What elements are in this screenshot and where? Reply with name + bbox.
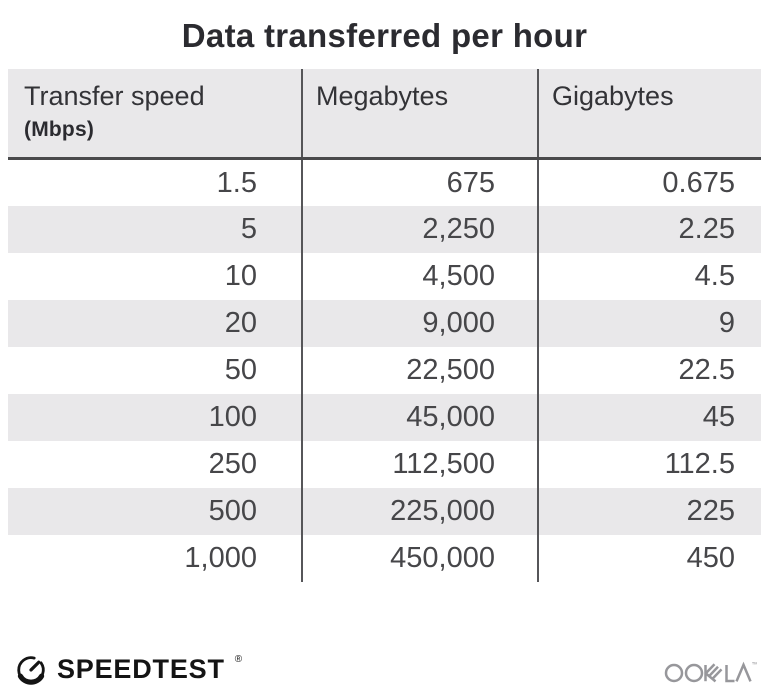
cell-gigabytes: 22.5 [537, 346, 761, 394]
table-row: 1.5 675 0.675 [8, 158, 761, 206]
footer: SPEEDTEST ® ™ [14, 650, 757, 688]
table-row: 250 112,500 112.5 [8, 440, 761, 488]
table-body: 1.5 675 0.675 5 2,250 2.25 10 4,500 4.5 20 9,000 9 5… [8, 158, 761, 582]
cell-mbps: 100 [8, 393, 302, 441]
column-header-transfer-speed-label: Transfer speed [24, 80, 205, 111]
table-row: 10 4,500 4.5 [8, 252, 761, 300]
cell-megabytes: 45,000 [301, 393, 538, 441]
cell-mbps: 1,000 [8, 534, 302, 582]
table-row: 1,000 450,000 450 [8, 534, 761, 582]
column-header-mbps-unit: (Mbps) [24, 117, 95, 141]
header-row: Transfer speed (Mbps) Megabytes Gigabyte… [8, 68, 761, 161]
cell-gigabytes: 225 [537, 487, 761, 535]
data-table: Transfer speed (Mbps) Megabytes Gigabyte… [8, 68, 761, 582]
cell-megabytes: 225,000 [301, 487, 538, 535]
table-row: 5 2,250 2.25 [8, 205, 761, 253]
cell-gigabytes: 450 [537, 534, 761, 582]
cell-megabytes: 22,500 [301, 346, 538, 394]
cell-mbps: 500 [8, 487, 302, 535]
column-header-megabytes: Megabytes [301, 68, 538, 161]
column-header-transfer-speed: Transfer speed (Mbps) [8, 68, 302, 161]
speedtest-logo: SPEEDTEST ® [14, 652, 242, 686]
cell-mbps: 5 [8, 205, 302, 253]
table-row: 100 45,000 45 [8, 393, 761, 441]
cell-megabytes: 675 [301, 158, 538, 206]
table-row: 50 22,500 22.5 [8, 346, 761, 394]
cell-megabytes: 450,000 [301, 534, 538, 582]
column-header-gigabytes: Gigabytes [537, 68, 761, 161]
cell-megabytes: 4,500 [301, 252, 538, 300]
cell-megabytes: 2,250 [301, 205, 538, 253]
cell-gigabytes: 0.675 [537, 158, 761, 206]
registered-trademark-symbol: ® [234, 654, 243, 665]
cell-mbps: 1.5 [8, 158, 302, 206]
table-row: 20 9,000 9 [8, 299, 761, 347]
cell-mbps: 50 [8, 346, 302, 394]
speedtest-wordmark: SPEEDTEST [57, 653, 225, 684]
trademark-symbol: ™ [752, 661, 758, 668]
ookla-wordmark-icon: ™ [664, 661, 758, 682]
cell-megabytes: 9,000 [301, 299, 538, 347]
cell-gigabytes: 2.25 [537, 205, 761, 253]
cell-megabytes: 112,500 [301, 440, 538, 488]
cell-mbps: 250 [8, 440, 302, 488]
cell-gigabytes: 9 [537, 299, 761, 347]
cell-mbps: 10 [8, 252, 302, 300]
cell-gigabytes: 4.5 [537, 252, 761, 300]
speedtest-gauge-icon [17, 656, 45, 685]
page-title: Data transferred per hour [181, 17, 588, 54]
table-row: 500 225,000 225 [8, 487, 761, 535]
ookla-logo: ™ [663, 653, 757, 686]
cell-gigabytes: 45 [537, 393, 761, 441]
cell-mbps: 20 [8, 299, 302, 347]
cell-gigabytes: 112.5 [537, 440, 761, 488]
